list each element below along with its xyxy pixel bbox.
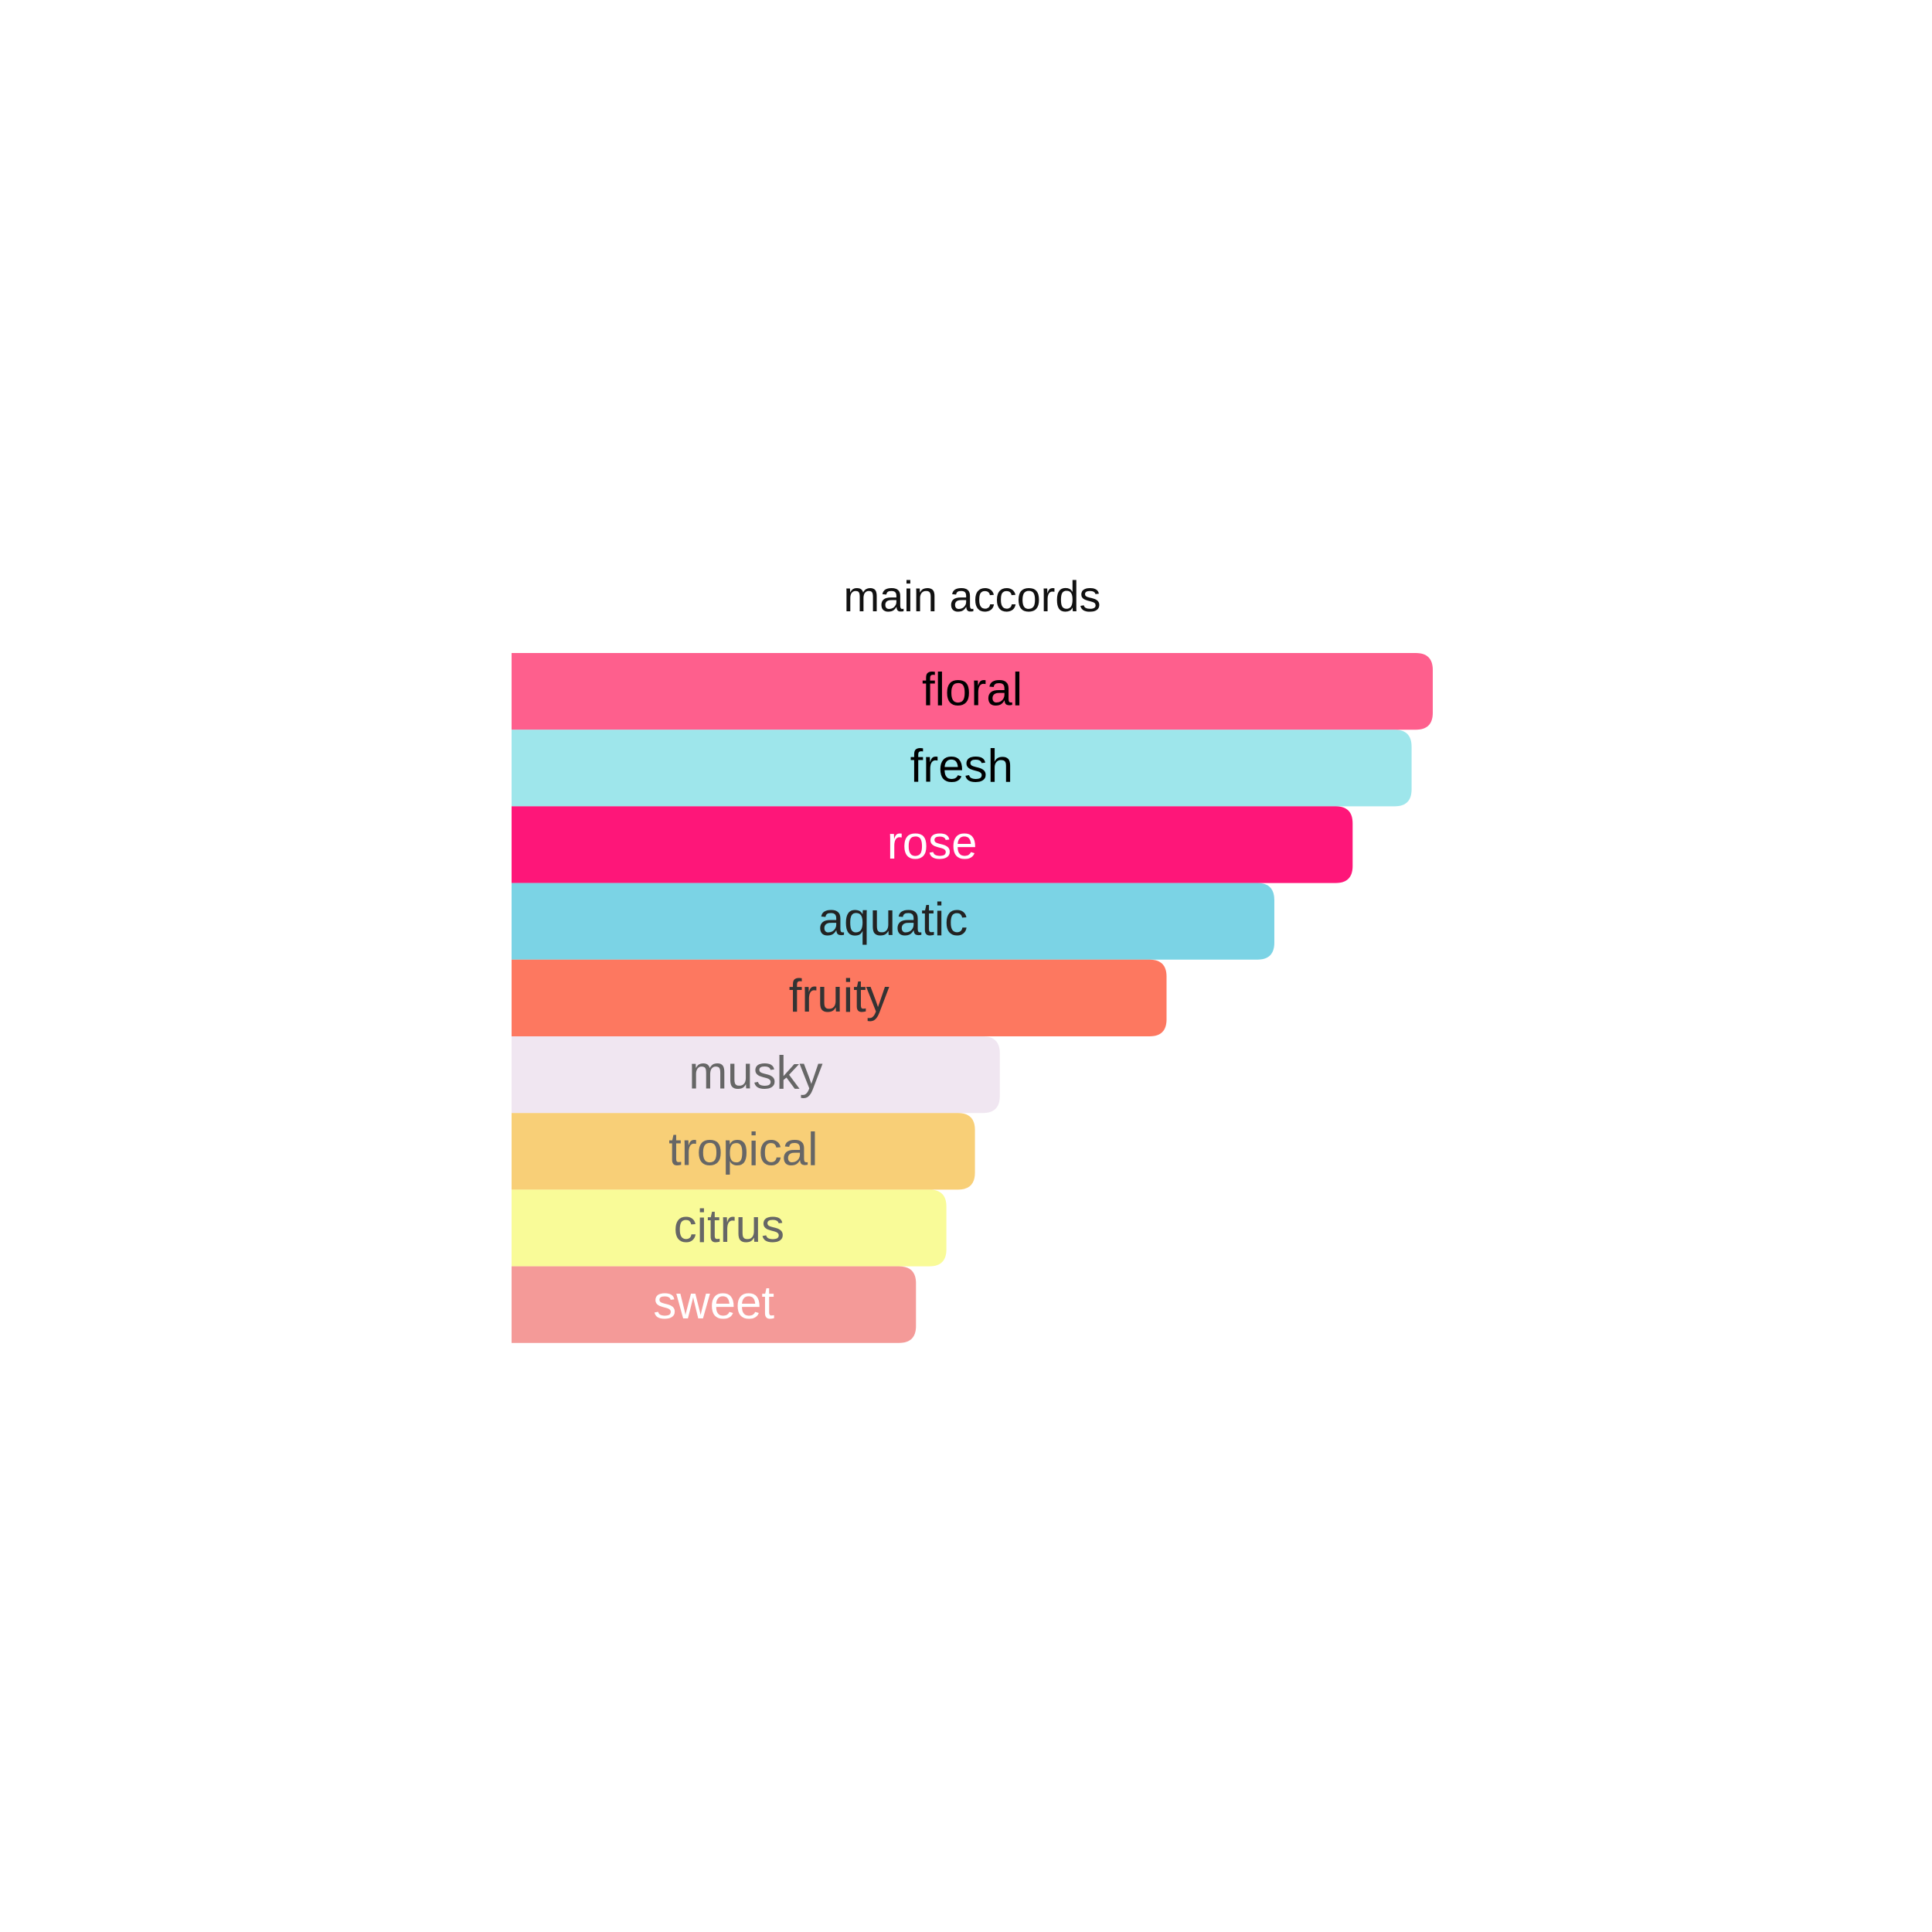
bar-label: musky — [689, 1046, 822, 1098]
bar — [512, 1189, 947, 1267]
bar-label: sweet — [653, 1277, 774, 1328]
bar-label: tropical — [668, 1124, 818, 1175]
bar-label: fruity — [789, 970, 889, 1022]
bar — [512, 883, 1274, 960]
bar — [512, 1036, 1000, 1114]
bar — [512, 653, 1433, 730]
bar — [512, 1266, 917, 1343]
chart-title: main accords — [843, 572, 1100, 621]
bar-label: aquatic — [818, 893, 968, 945]
bar-label: floral — [922, 663, 1022, 715]
bar-label: citrus — [674, 1200, 784, 1252]
bar — [512, 959, 1167, 1036]
bar — [512, 730, 1412, 807]
bar — [512, 1113, 975, 1190]
bar-label: fresh — [910, 740, 1013, 792]
bar-label: rose — [887, 817, 978, 869]
bar — [512, 806, 1353, 883]
